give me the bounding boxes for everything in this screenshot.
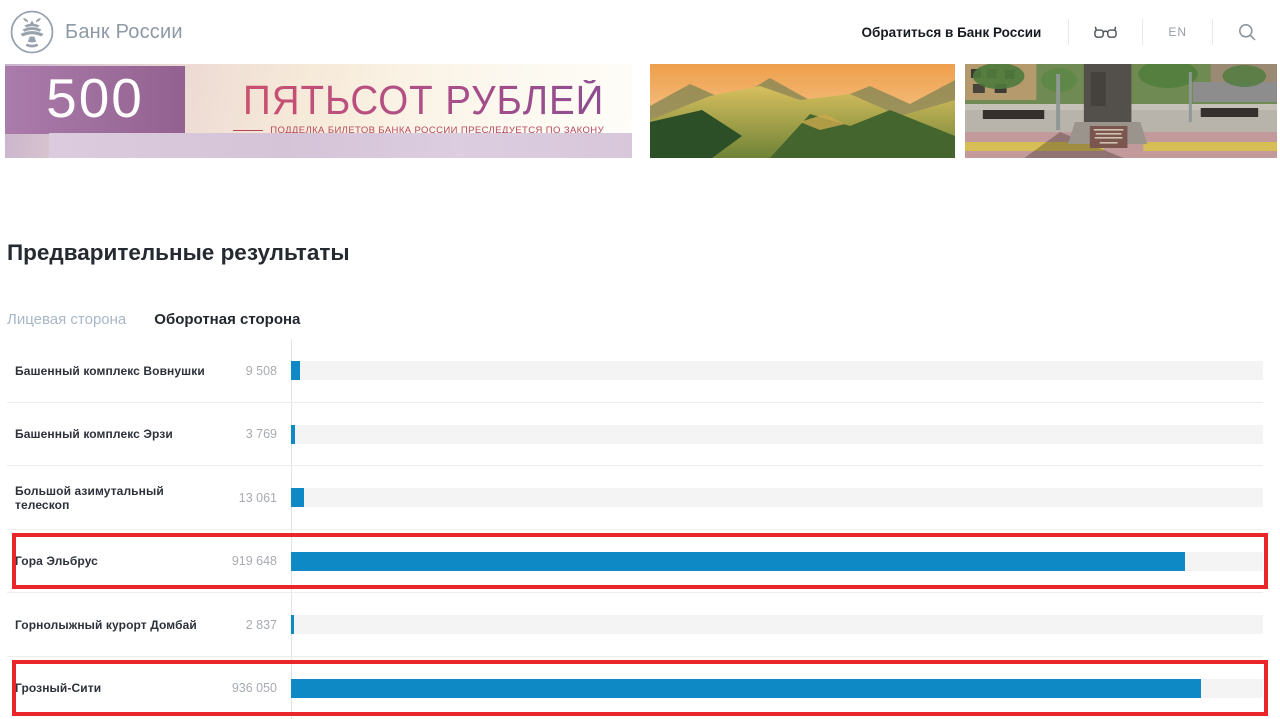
chart-row: Башенный комплекс Вовнушки 9 508	[7, 339, 1280, 403]
banknote-subtitle-line	[233, 130, 264, 131]
chart-bar-fill	[291, 424, 295, 444]
results-bar-chart: Башенный комплекс Вовнушки 9 508 Башенный …	[7, 339, 1280, 719]
chart-row: Гора Эльбрус 919 648	[7, 530, 1280, 594]
chart-bar-fill	[291, 361, 301, 381]
chart-bar-fill	[291, 551, 1185, 571]
search-icon[interactable]	[1213, 23, 1262, 41]
chart-row-label: Башенный комплекс Вовнушки	[15, 363, 205, 378]
header-separator	[1068, 19, 1070, 45]
chart-row-value: 2 837	[245, 617, 277, 632]
bank-logo[interactable]: Банк России	[10, 10, 183, 54]
chart-row-label: Башенный комплекс Эрзи	[15, 427, 173, 442]
header-separator	[1212, 19, 1213, 45]
header-separator	[1142, 19, 1144, 45]
chart-bar-fill	[291, 678, 1201, 698]
bank-eagle-logo-icon	[10, 10, 54, 54]
chart-row-value: 3 769	[245, 427, 277, 442]
main-content: Предварительные результаты Лицевая сторо…	[0, 240, 1280, 719]
banknote-denomination-box: 500	[5, 66, 185, 134]
chart-row-label: Горнолыжный курорт Домбай	[15, 617, 197, 632]
banknote-subtitle: ПОДДЕЛКА БИЛЕТОВ БАНКА РОССИИ ПРЕСЛЕДУЕТ…	[233, 125, 604, 136]
banknote-bottom-strip	[49, 133, 632, 158]
chart-row-value: 13 061	[238, 490, 277, 505]
tab-back-side[interactable]: Оборотная сторона	[154, 311, 301, 328]
city-monument-photo[interactable]	[965, 64, 1277, 158]
chart-bar-track	[291, 678, 1263, 698]
banknote-title: ПЯТЬСОТ РУБЛЕЙ	[242, 77, 604, 123]
accessibility-glasses-icon[interactable]	[1069, 25, 1142, 39]
chart-row-value: 936 050	[231, 681, 277, 696]
header-actions: Обратиться в Банк России EN	[862, 0, 1263, 64]
chart-row-label: Гора Эльбрус	[15, 554, 98, 569]
tab-front-side[interactable]: Лицевая сторона	[7, 311, 127, 328]
bank-logo-text: Банк России	[65, 20, 183, 43]
chart-row: Грозный-Сити 936 050	[7, 657, 1280, 719]
banknote-denomination: 500	[46, 66, 144, 129]
chart-bar-fill	[291, 488, 304, 508]
chart-row: Башенный комплекс Эрзи 3 769	[7, 403, 1280, 467]
banner-row: 500 ПЯТЬСОТ РУБЛЕЙ ПОДДЕЛКА БИЛЕТОВ БАНК…	[0, 64, 1280, 159]
chart-row-value: 9 508	[245, 363, 277, 378]
language-toggle[interactable]: EN	[1168, 25, 1187, 39]
contact-bank-link[interactable]: Обратиться в Банк России	[861, 24, 1042, 40]
chart-bar-fill	[291, 615, 294, 635]
chart-bar-track	[291, 424, 1263, 444]
chart-bar-track	[291, 361, 1263, 381]
chart-row-label: Грозный-Сити	[15, 681, 102, 696]
chart-bar-track	[291, 551, 1263, 571]
site-header: Банк России Обратиться в Банк России EN	[0, 0, 1280, 64]
chart-row: Горнолыжный курорт Домбай 2 837	[7, 593, 1280, 657]
chart-bar-track	[291, 615, 1263, 635]
mountain-landscape-photo[interactable]	[650, 64, 955, 158]
chart-row-value: 919 648	[231, 554, 277, 569]
chart-rows: Башенный комплекс Вовнушки 9 508 Башенный …	[7, 339, 1280, 719]
page-title: Предварительные результаты	[7, 240, 350, 265]
chart-row-label: Большой азимутальный телескоп	[15, 483, 164, 512]
tabs: Лицевая сторона Оборотная сторона	[7, 310, 1280, 330]
banknote-500-banner[interactable]: 500 ПЯТЬСОТ РУБЛЕЙ ПОДДЕЛКА БИЛЕТОВ БАНК…	[5, 64, 632, 158]
chart-bar-track	[291, 488, 1263, 508]
chart-row: Большой азимутальный телескоп 13 061	[7, 466, 1280, 530]
